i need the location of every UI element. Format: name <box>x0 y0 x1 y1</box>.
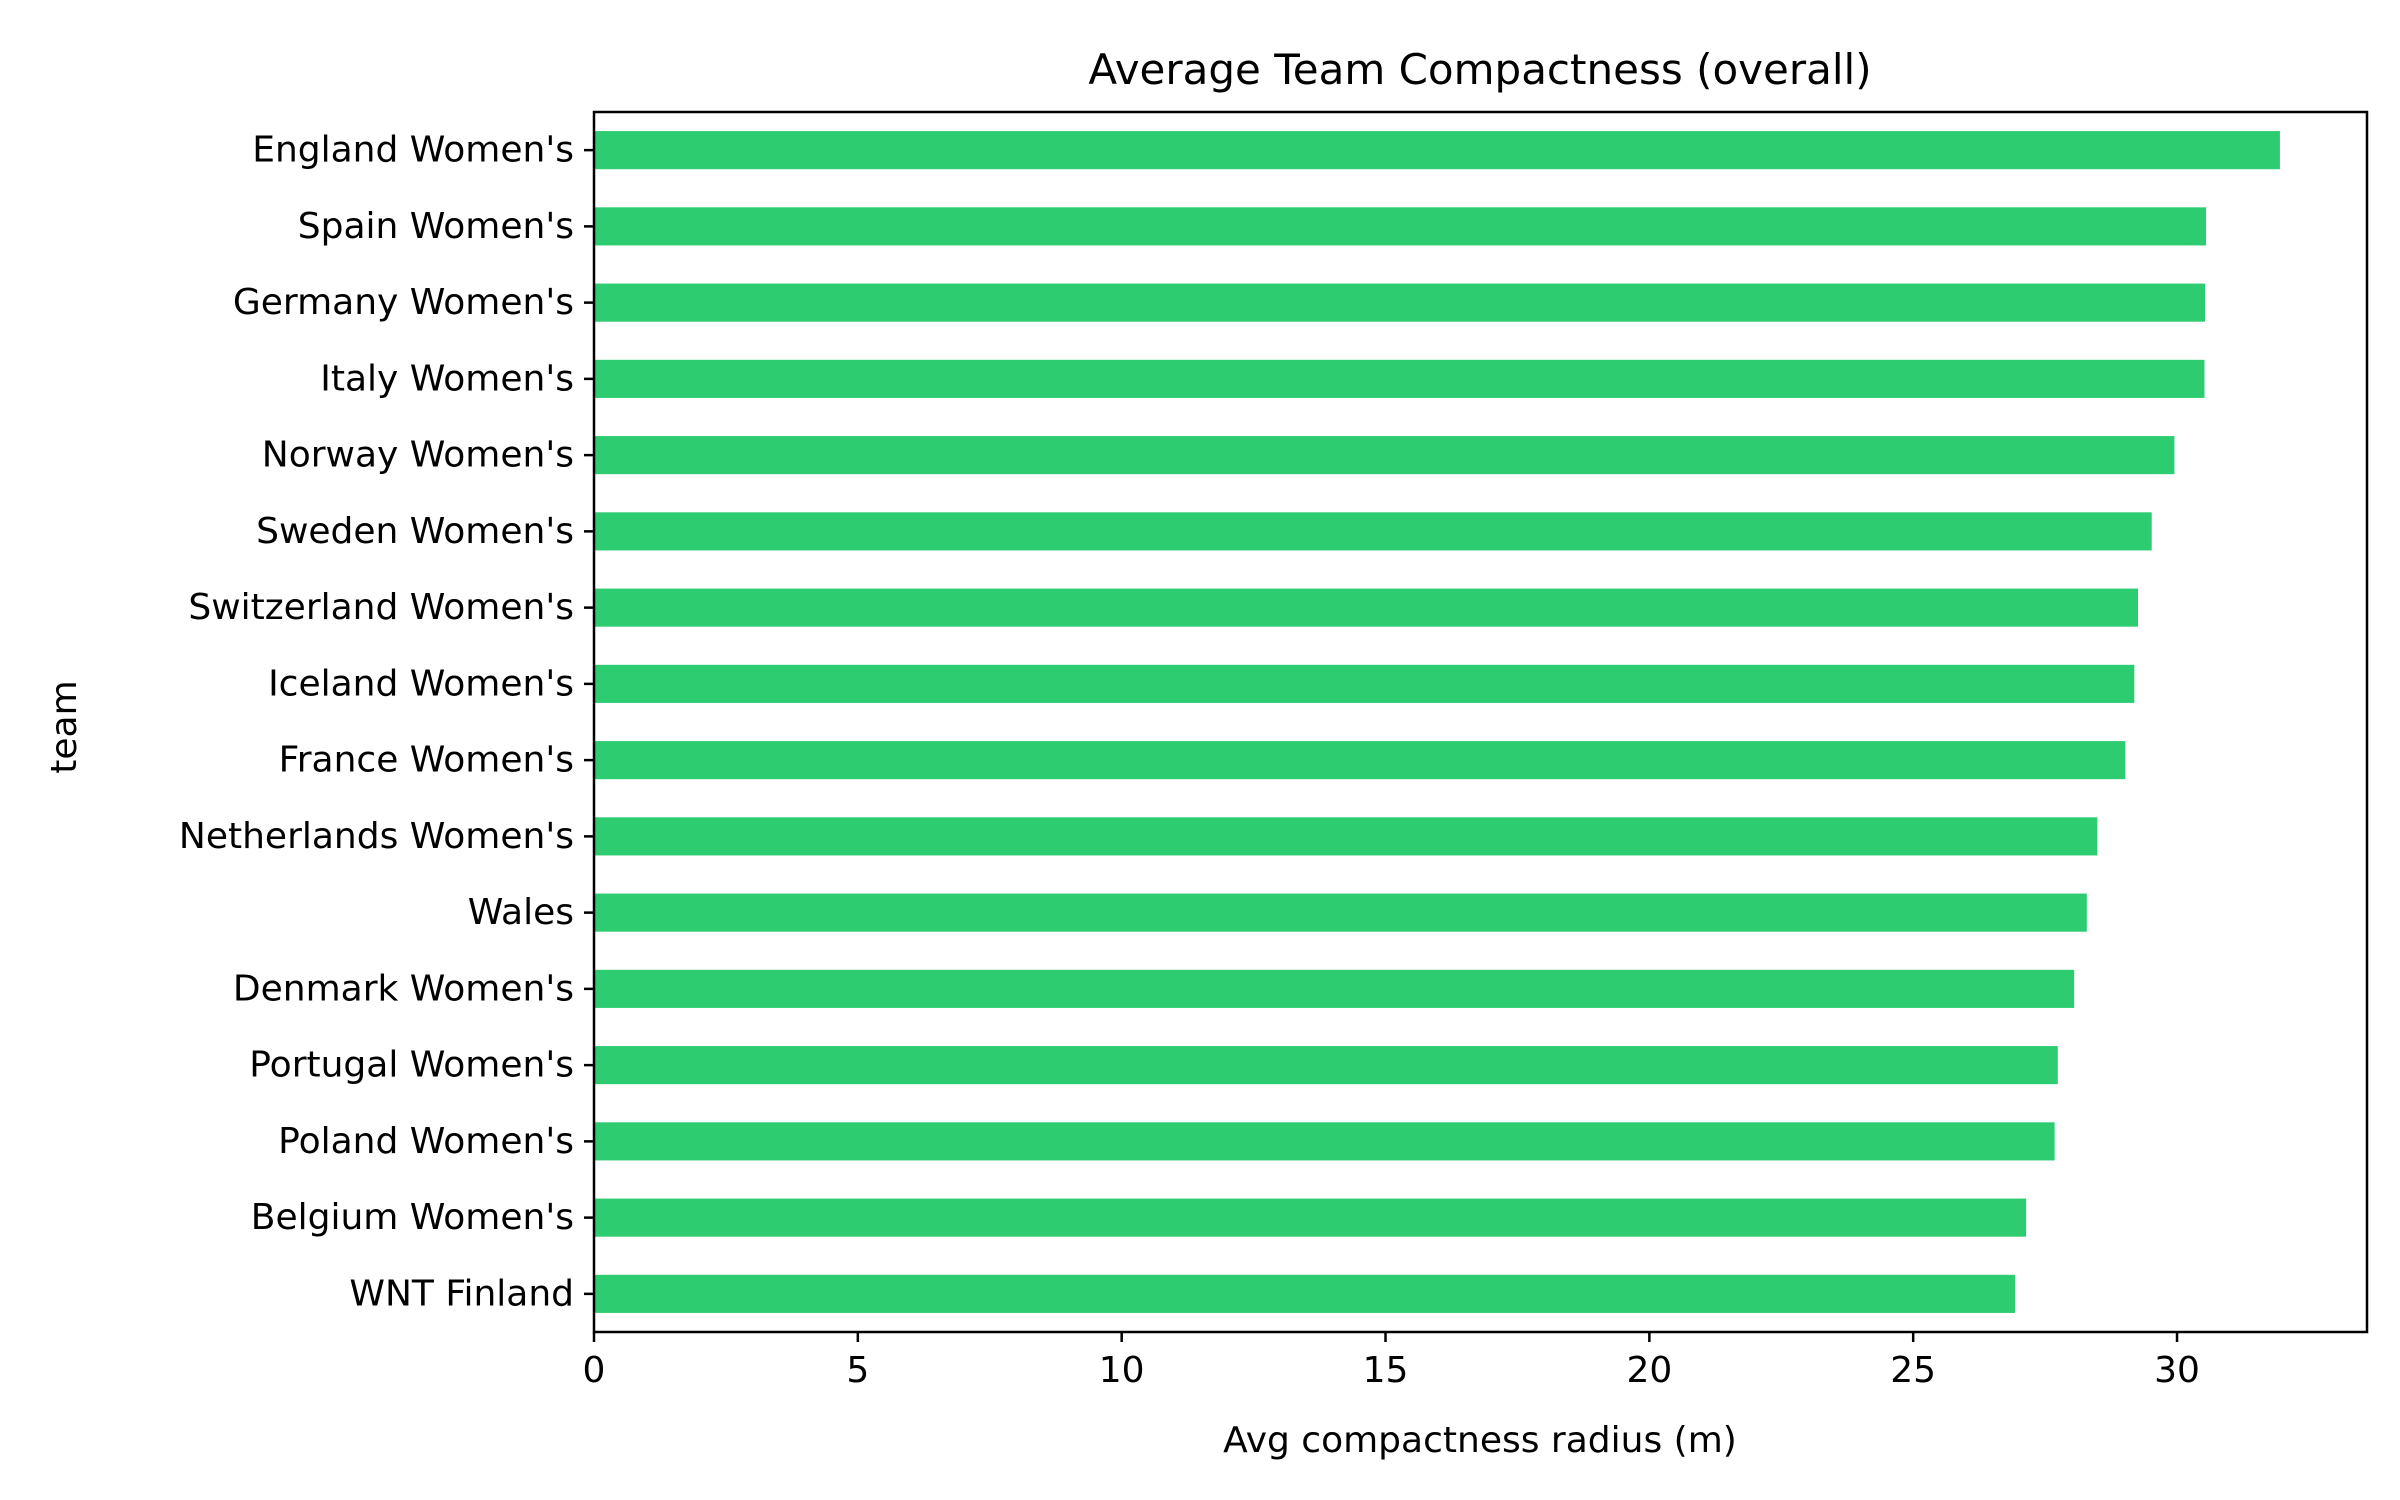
bar <box>594 512 2152 551</box>
bar <box>594 283 2206 322</box>
y-tick-label: Wales <box>468 892 574 933</box>
bar <box>594 436 2175 475</box>
bar <box>594 741 2126 780</box>
x-tick-label: 25 <box>1890 1350 1936 1391</box>
bar <box>594 1046 2058 1085</box>
y-tick-label: Sweden Women's <box>256 511 574 552</box>
bar <box>594 1122 2055 1161</box>
y-tick-label: Denmark Women's <box>233 968 574 1009</box>
bar <box>594 1198 2027 1237</box>
y-tick-label: Spain Women's <box>298 206 574 247</box>
x-tick-label: 5 <box>846 1350 869 1391</box>
bar <box>594 131 2280 170</box>
y-tick-label: Norway Women's <box>262 435 574 476</box>
bar <box>594 817 2098 856</box>
bar <box>594 207 2207 246</box>
y-tick-label: England Women's <box>252 130 574 171</box>
bar <box>594 1274 2016 1313</box>
x-tick-label: 0 <box>583 1350 606 1391</box>
x-tick-label: 15 <box>1363 1350 1409 1391</box>
y-axis: England Women's Spain Women's Germany Wome… <box>179 130 594 1314</box>
chart-title: Average Team Compactness (overall) <box>1088 45 1871 94</box>
y-tick-label: Poland Women's <box>278 1121 574 1162</box>
bars-layer <box>594 131 2280 1313</box>
x-tick-label: 10 <box>1099 1350 1145 1391</box>
bar <box>594 969 2075 1008</box>
y-tick-label: Iceland Women's <box>268 663 574 704</box>
bar <box>594 588 2138 627</box>
plot-frame <box>592 110 2369 1334</box>
y-tick-label: Germany Women's <box>233 282 574 323</box>
y-tick-label: Belgium Women's <box>251 1197 574 1238</box>
y-tick-label: Portugal Women's <box>249 1045 574 1086</box>
y-tick-label: WNT Finland <box>349 1273 574 1314</box>
bar <box>594 893 2087 932</box>
y-tick-label: Italy Women's <box>320 358 574 399</box>
x-axis-label: Avg compactness radius (m) <box>1223 1420 1737 1461</box>
bar <box>594 359 2205 398</box>
y-tick-label: France Women's <box>279 740 574 781</box>
x-tick-label: 30 <box>2154 1350 2200 1391</box>
x-axis: 0 5 10 15 20 25 30 <box>583 1332 2200 1391</box>
x-tick-label: 20 <box>1626 1350 1672 1391</box>
y-tick-label: Switzerland Women's <box>188 587 574 628</box>
bar <box>594 664 2135 703</box>
y-axis-label: team <box>44 680 85 773</box>
y-tick-label: Netherlands Women's <box>179 816 574 857</box>
